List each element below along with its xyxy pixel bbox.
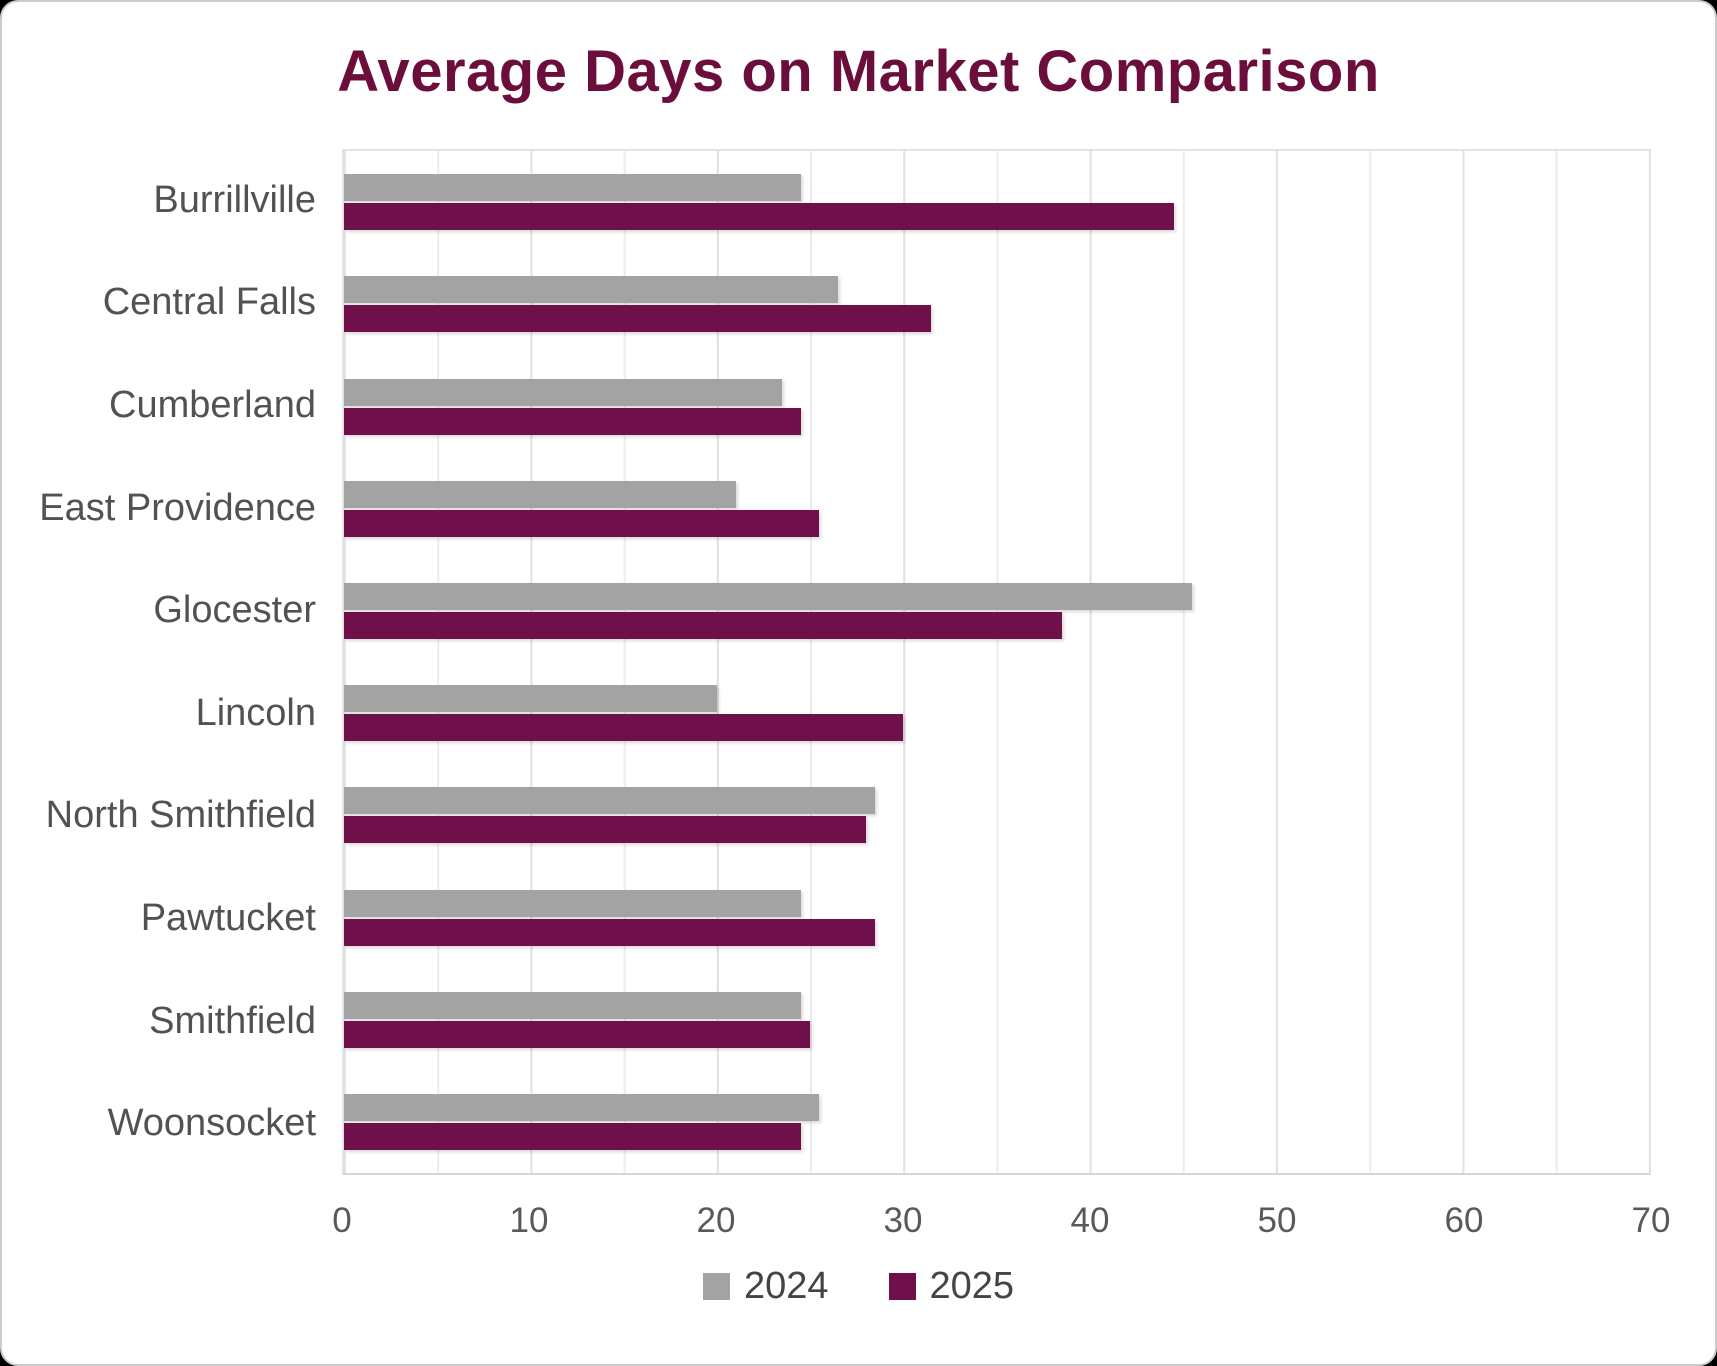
x-tick-10: 10 xyxy=(509,1201,549,1240)
bar-2024-north-smithfield xyxy=(344,787,876,815)
bar-2024-east-providence xyxy=(344,480,736,508)
bar-2025-cumberland xyxy=(344,407,801,435)
category-label-pawtucket: Pawtucket xyxy=(140,896,316,939)
category-band-east-providence xyxy=(344,458,1649,560)
category-label-woonsocket: Woonsocket xyxy=(107,1102,316,1145)
category-band-cumberland xyxy=(344,355,1649,457)
legend-item-2025: 2025 xyxy=(888,1265,1015,1308)
legend: 2024 2025 xyxy=(2,1265,1715,1308)
x-axis: 0 10 20 30 40 50 60 70 xyxy=(2,1175,1715,1259)
category-band-north-smithfield xyxy=(344,764,1649,866)
bar-2025-smithfield xyxy=(344,1020,811,1048)
bar-2024-burrillville xyxy=(344,174,801,202)
x-tick-70: 70 xyxy=(1631,1201,1671,1240)
category-band-woonsocket xyxy=(344,1071,1649,1173)
bar-2024-central-falls xyxy=(344,276,839,304)
category-label-cumberland: Cumberland xyxy=(109,383,316,426)
category-band-smithfield xyxy=(344,969,1649,1071)
x-tick-20: 20 xyxy=(696,1201,736,1240)
category-label-central-falls: Central Falls xyxy=(102,281,316,324)
legend-label-2025: 2025 xyxy=(929,1265,1015,1307)
category-labels: Burrillville Central Falls Cumberland East … xyxy=(26,149,342,1175)
category-label-lincoln: Lincoln xyxy=(195,691,316,734)
bar-2025-burrillville xyxy=(344,203,1174,231)
x-tick-0: 0 xyxy=(332,1201,352,1240)
bar-2025-east-providence xyxy=(344,509,820,537)
chart-body: Burrillville Central Falls Cumberland East … xyxy=(2,149,1715,1175)
legend-item-2024: 2024 xyxy=(702,1265,829,1308)
category-band-central-falls xyxy=(344,253,1649,355)
category-label-burrillville: Burrillville xyxy=(153,178,316,221)
category-label-glocester: Glocester xyxy=(153,589,316,632)
category-band-burrillville xyxy=(344,151,1649,253)
x-axis-ticks: 0 10 20 30 40 50 60 70 xyxy=(332,1175,1670,1259)
legend-label-2024: 2024 xyxy=(743,1265,829,1307)
category-band-glocester xyxy=(344,560,1649,662)
category-band-lincoln xyxy=(344,662,1649,764)
bar-2025-lincoln xyxy=(344,714,904,742)
bar-2025-glocester xyxy=(344,611,1062,639)
bar-2025-woonsocket xyxy=(344,1122,801,1150)
plot-area xyxy=(342,149,1651,1175)
bar-2025-pawtucket xyxy=(344,918,876,946)
bar-2024-cumberland xyxy=(344,378,783,406)
x-tick-40: 40 xyxy=(1070,1201,1110,1240)
x-tick-30: 30 xyxy=(883,1201,923,1240)
category-label-north-smithfield: North Smithfield xyxy=(45,794,316,837)
chart-title: Average Days on Market Comparison xyxy=(337,39,1380,104)
bar-2024-glocester xyxy=(344,582,1193,610)
x-tick-50: 50 xyxy=(1257,1201,1297,1240)
x-tick-60: 60 xyxy=(1444,1201,1484,1240)
bar-2025-north-smithfield xyxy=(344,816,866,844)
bar-2024-woonsocket xyxy=(344,1093,820,1121)
category-label-smithfield: Smithfield xyxy=(149,999,316,1042)
legend-swatch-2024 xyxy=(702,1273,730,1300)
bar-2024-smithfield xyxy=(344,991,801,1019)
x-axis-spacer xyxy=(26,1175,342,1259)
category-label-east-providence: East Providence xyxy=(39,486,316,529)
legend-swatch-2025 xyxy=(888,1273,916,1300)
bar-2024-lincoln xyxy=(344,685,717,713)
category-band-pawtucket xyxy=(344,866,1649,968)
bar-2025-central-falls xyxy=(344,305,932,333)
bar-2024-pawtucket xyxy=(344,889,801,917)
